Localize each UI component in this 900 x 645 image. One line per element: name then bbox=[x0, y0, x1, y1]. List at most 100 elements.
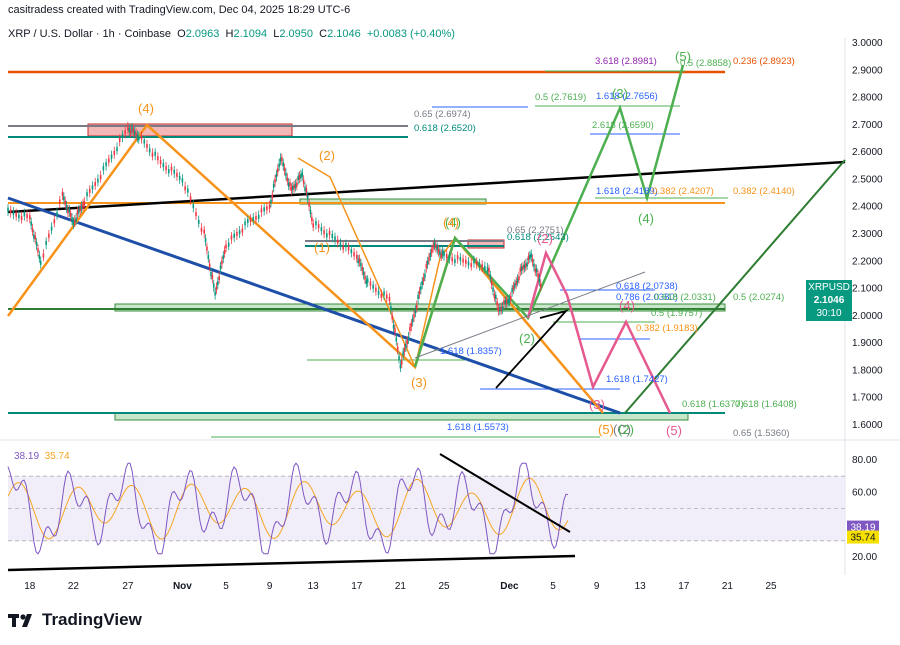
candle-body bbox=[289, 182, 291, 187]
candle-body bbox=[365, 280, 368, 285]
rsi-value-tag-text: 38.19 bbox=[850, 523, 875, 534]
candle-body bbox=[58, 199, 61, 204]
fib-level-label: 0.236 (2.8923) bbox=[733, 56, 795, 67]
candle-body bbox=[165, 166, 167, 171]
candle-body bbox=[257, 214, 260, 219]
candle-body bbox=[403, 347, 406, 352]
candle-body bbox=[138, 136, 140, 141]
candle-body bbox=[88, 188, 91, 193]
candle-body bbox=[208, 263, 211, 268]
candle-body bbox=[29, 215, 31, 220]
candle-body bbox=[136, 134, 139, 139]
candle-body bbox=[443, 252, 445, 257]
candle-body bbox=[56, 212, 58, 217]
wave-label: (2) bbox=[319, 148, 335, 163]
candle-body bbox=[345, 243, 347, 248]
candle-body bbox=[18, 214, 20, 219]
rsi-ma-tag-text: 35.74 bbox=[850, 533, 875, 544]
candle-body bbox=[414, 309, 417, 314]
fib-level-label: 0.618 (1.6377) bbox=[682, 399, 744, 410]
candle-body bbox=[222, 255, 225, 260]
symbol-legend: XRP / U.S. Dollar · 1h · Coinbase O2.096… bbox=[8, 28, 455, 40]
candle-body bbox=[357, 259, 359, 264]
wave-label: (3) bbox=[612, 86, 628, 101]
candle-body bbox=[508, 298, 511, 303]
candle-body bbox=[518, 276, 520, 281]
candle-body bbox=[380, 293, 383, 298]
candle-body bbox=[473, 259, 475, 264]
candle-body bbox=[462, 258, 464, 263]
candle-body bbox=[230, 235, 233, 240]
candle-body bbox=[520, 266, 523, 271]
candle-body bbox=[388, 296, 391, 301]
candle-body bbox=[31, 228, 34, 233]
candle-body bbox=[400, 360, 403, 365]
candle-body bbox=[113, 150, 116, 155]
candle-body bbox=[75, 217, 77, 222]
candle-body bbox=[504, 300, 507, 305]
candle-body bbox=[410, 322, 413, 327]
candle-body bbox=[270, 199, 272, 204]
candle-body bbox=[535, 268, 538, 273]
candle-body bbox=[358, 258, 361, 263]
candle-body bbox=[304, 186, 306, 191]
candle-body bbox=[353, 252, 355, 257]
high-value: 2.1094 bbox=[233, 28, 268, 40]
candle-body bbox=[135, 132, 137, 137]
candle-body bbox=[364, 275, 366, 280]
candle-body bbox=[184, 186, 186, 191]
candle-body bbox=[383, 291, 385, 296]
fib-level-label: 0.5 (2.8858) bbox=[680, 58, 731, 69]
candle-body bbox=[526, 262, 528, 267]
candle-body bbox=[420, 286, 422, 291]
candle-body bbox=[48, 233, 50, 238]
fib-level-label: 0.5 (1.9757) bbox=[651, 308, 702, 319]
candle-body bbox=[523, 264, 526, 269]
candle-body bbox=[334, 236, 336, 241]
fib-level-label: 0.65 (2.6974) bbox=[414, 109, 471, 120]
candle-body bbox=[394, 328, 396, 333]
fib-level-label: 1.618 (2.4189) bbox=[596, 186, 658, 197]
candle-body bbox=[176, 172, 178, 177]
candle-body bbox=[297, 176, 300, 181]
candle-body bbox=[286, 177, 289, 182]
candle-body bbox=[67, 209, 69, 214]
y-axis-tick-label: 2.6000 bbox=[852, 147, 883, 158]
y-axis-tick-label: 1.7000 bbox=[852, 393, 883, 404]
candle-body bbox=[361, 266, 364, 271]
rsi-trendline-lower bbox=[7, 554, 576, 572]
candle-body bbox=[437, 248, 440, 253]
candle-body bbox=[392, 324, 395, 329]
candle-body bbox=[192, 204, 195, 209]
x-axis-tick-label: 13 bbox=[308, 581, 320, 592]
y-axis-tick-label: 2.7000 bbox=[852, 120, 883, 131]
candle-body bbox=[305, 188, 308, 193]
candle-body bbox=[233, 233, 235, 238]
candle-body bbox=[23, 212, 26, 217]
fib-level-label: 0.618 (2.0738) bbox=[616, 281, 678, 292]
x-axis-tick-label: 9 bbox=[594, 581, 600, 592]
candle-body bbox=[61, 191, 64, 196]
wave-label: (C) bbox=[613, 422, 631, 437]
candle-body bbox=[429, 252, 432, 257]
candle-body bbox=[317, 224, 320, 229]
fib-level-label: 0.618 (2.2543) bbox=[507, 232, 569, 243]
candle-body bbox=[65, 205, 68, 210]
candle-body bbox=[15, 212, 17, 217]
candle-body bbox=[372, 284, 374, 289]
price-tag-price: 2.1046 bbox=[813, 295, 845, 306]
candle-body bbox=[507, 299, 509, 304]
candle-body bbox=[514, 283, 516, 288]
candle-body bbox=[409, 327, 411, 332]
candle-body bbox=[456, 255, 459, 260]
candle-body bbox=[402, 351, 404, 356]
candle-body bbox=[80, 205, 83, 210]
candle-body bbox=[290, 186, 293, 191]
fib-level-label: 0.65 (1.5360) bbox=[733, 428, 790, 439]
candle-body bbox=[151, 152, 154, 157]
candle-body bbox=[475, 261, 478, 266]
candle-body bbox=[76, 210, 79, 215]
wave-label: (1) bbox=[314, 240, 330, 255]
x-axis-tick-label: 17 bbox=[678, 581, 690, 592]
